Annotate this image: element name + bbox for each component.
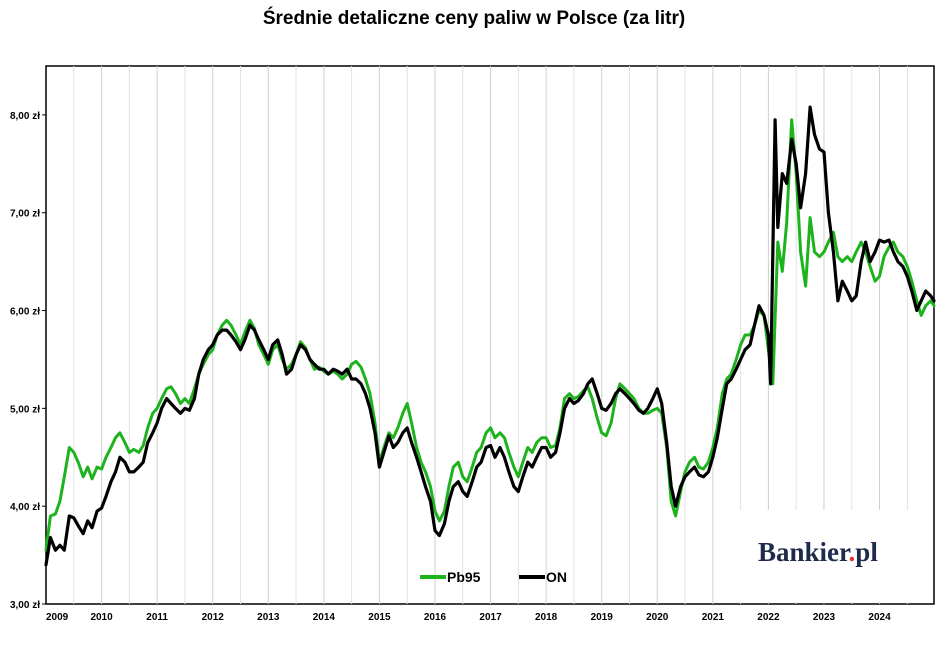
y-tick-label: 7,00 zł bbox=[10, 209, 40, 220]
logo-background bbox=[740, 510, 932, 602]
y-tick-label: 3,00 zł bbox=[10, 600, 40, 611]
series-lines bbox=[44, 105, 936, 567]
x-tick-label: 2015 bbox=[368, 612, 391, 623]
x-tick-label: 2018 bbox=[535, 612, 558, 623]
x-tick-label: 2011 bbox=[146, 612, 168, 623]
x-tick-label: 2016 bbox=[424, 612, 447, 623]
legend: Pb95 ON bbox=[420, 569, 567, 585]
x-tick-label: 2022 bbox=[757, 612, 780, 623]
bankier-logo: Bankier.pl bbox=[740, 510, 932, 602]
x-tick-label: 2023 bbox=[813, 612, 836, 623]
x-tick-label: 2009 bbox=[46, 612, 69, 623]
x-tick-label: 2013 bbox=[257, 612, 280, 623]
y-axis-ticks: 3,00 zł 4,00 zł 5,00 zł 6,00 zł 7,00 zł 8,00 … bbox=[10, 111, 46, 611]
x-tick-label: 2024 bbox=[868, 612, 891, 623]
x-tick-label: 2017 bbox=[479, 612, 502, 623]
x-tick-label: 2021 bbox=[702, 612, 725, 623]
series-line-pb95 bbox=[44, 118, 936, 552]
x-tick-label: 2010 bbox=[90, 612, 113, 623]
x-tick-label: 2012 bbox=[202, 612, 225, 623]
y-tick-label: 4,00 zł bbox=[10, 502, 40, 513]
chart-title: Średnie detaliczne ceny paliw w Polsce (… bbox=[262, 8, 686, 29]
x-tick-label: 2019 bbox=[591, 612, 614, 623]
series-line-on bbox=[44, 105, 936, 567]
y-tick-label: 8,00 zł bbox=[10, 111, 40, 122]
x-axis-ticks: 2009 2010 2011 2012 2013 2014 2015 2016 2017 2018… bbox=[46, 612, 891, 623]
legend-label-pb95: Pb95 bbox=[447, 569, 481, 585]
x-tick-label: 2014 bbox=[313, 612, 336, 623]
y-tick-label: 5,00 zł bbox=[10, 404, 40, 415]
logo-text: Bankier.pl bbox=[758, 537, 878, 567]
x-tick-label: 2020 bbox=[646, 612, 669, 623]
y-tick-label: 6,00 zł bbox=[10, 307, 40, 318]
legend-label-on: ON bbox=[546, 569, 567, 585]
